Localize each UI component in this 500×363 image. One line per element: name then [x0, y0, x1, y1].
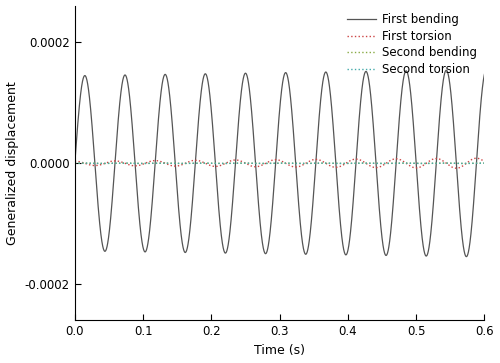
Second torsion	[420, 161, 426, 166]
Second torsion	[478, 161, 484, 165]
First torsion	[171, 164, 177, 168]
First torsion	[474, 156, 480, 160]
First bending	[171, 147, 177, 152]
First bending	[72, 161, 78, 166]
Second torsion	[226, 161, 232, 166]
First bending	[226, 236, 232, 240]
First torsion	[167, 163, 173, 167]
Y-axis label: Generalized displacement: Generalized displacement	[6, 81, 20, 245]
Second bending	[169, 161, 175, 166]
Second bending	[72, 161, 78, 166]
First bending	[256, 200, 262, 204]
Second torsion	[172, 161, 177, 166]
First bending	[482, 72, 488, 77]
X-axis label: Time (s): Time (s)	[254, 344, 305, 357]
Second torsion	[482, 161, 488, 165]
Second torsion	[72, 161, 78, 166]
Second bending	[482, 161, 488, 165]
First bending	[444, 68, 450, 72]
Line: First bending: First bending	[75, 70, 484, 257]
Second bending	[172, 161, 177, 166]
First torsion	[72, 159, 78, 163]
First torsion	[482, 159, 488, 164]
Line: First torsion: First torsion	[75, 158, 484, 168]
First torsion	[478, 158, 484, 162]
First torsion	[454, 166, 460, 170]
Second bending	[478, 161, 484, 165]
First torsion	[169, 164, 175, 168]
Second torsion	[256, 161, 262, 166]
Second torsion	[167, 161, 173, 166]
First torsion	[226, 159, 232, 164]
Legend: First bending, First torsion, Second bending, Second torsion: First bending, First torsion, Second ben…	[344, 10, 481, 79]
First bending	[169, 120, 175, 124]
Second torsion	[118, 161, 124, 165]
Second bending	[256, 161, 262, 166]
Second torsion	[169, 161, 175, 166]
First torsion	[256, 164, 262, 168]
First bending	[478, 96, 484, 101]
Second bending	[80, 161, 86, 165]
Second bending	[167, 161, 173, 166]
Second bending	[381, 161, 387, 166]
First bending	[167, 96, 173, 100]
First bending	[464, 254, 469, 259]
Second bending	[226, 161, 232, 166]
